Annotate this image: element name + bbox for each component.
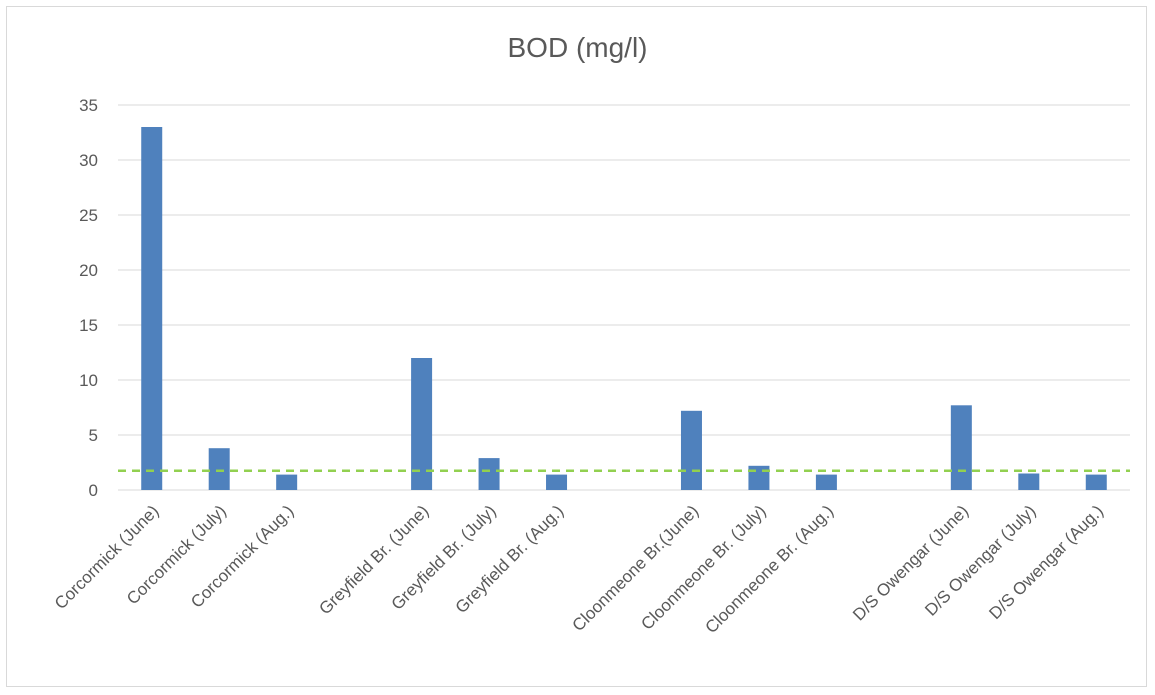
x-tick-label: Greyfield Br. (June) <box>315 501 432 618</box>
y-tick-label: 20 <box>79 261 98 280</box>
bar <box>208 448 230 490</box>
y-tick-label: 0 <box>89 481 98 500</box>
y-tick-label: 5 <box>89 426 98 445</box>
bar <box>748 465 770 490</box>
bars <box>141 127 1107 490</box>
bar <box>1018 473 1040 490</box>
bar <box>950 405 972 490</box>
chart-title: BOD (mg/l) <box>507 32 648 63</box>
gridlines <box>118 104 1130 491</box>
y-tick-label: 10 <box>79 371 98 390</box>
chart-frame <box>6 6 1147 687</box>
bar <box>141 127 163 490</box>
x-tick-label: D/S Owengar (July) <box>921 501 1039 619</box>
y-axis-ticks: 0 5 10 15 20 25 30 35 <box>79 96 98 500</box>
bar <box>411 358 433 490</box>
x-tick-label: D/S Owengar (Aug.) <box>985 501 1107 623</box>
y-tick-label: 35 <box>79 96 98 115</box>
x-tick-label: D/S Owengar (June) <box>849 501 972 624</box>
bar <box>546 474 568 490</box>
y-tick-label: 30 <box>79 151 98 170</box>
y-tick-label: 25 <box>79 206 98 225</box>
x-tick-label: Cloonmeone Br. (July) <box>637 501 769 633</box>
x-axis-labels: Corcormick (June)Corcormick (July)Corcor… <box>51 501 1107 637</box>
bar <box>478 458 500 490</box>
x-tick-label: Cloonmeone Br.(June) <box>569 501 703 635</box>
y-tick-label: 15 <box>79 316 98 335</box>
bar <box>815 474 837 490</box>
bar <box>276 474 298 490</box>
bar <box>680 410 702 490</box>
bar <box>1085 474 1107 490</box>
x-tick-label: Cloonmeone Br. (Aug.) <box>702 501 838 637</box>
